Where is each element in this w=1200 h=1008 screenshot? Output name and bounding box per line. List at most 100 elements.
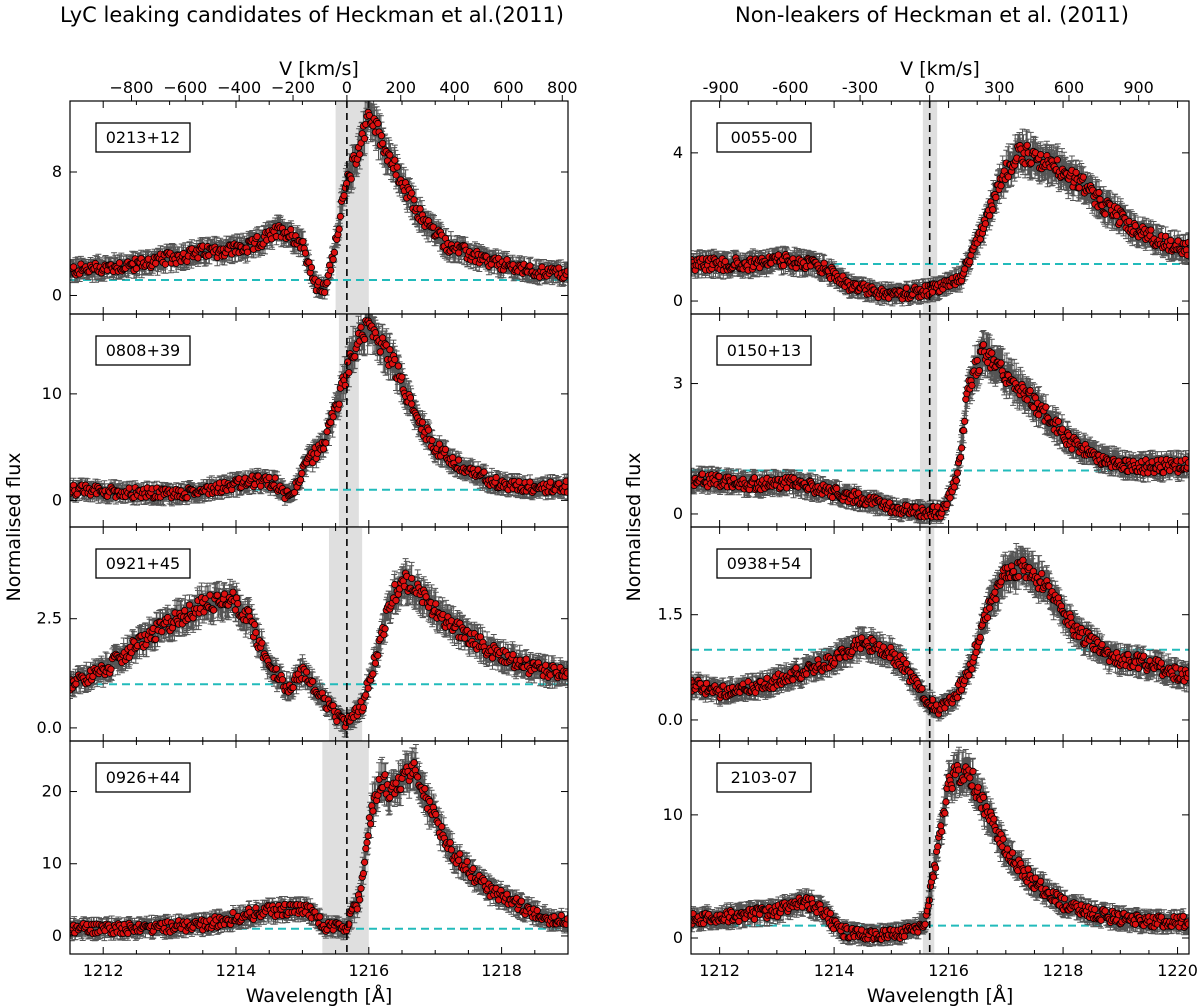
data-point xyxy=(546,478,555,486)
data-point xyxy=(950,483,958,491)
v-tick-label: 300 xyxy=(984,78,1015,97)
data-point xyxy=(937,822,945,830)
data-point xyxy=(253,233,261,241)
object-label: 2103-07 xyxy=(731,768,798,787)
data-point xyxy=(1045,582,1053,590)
data-point xyxy=(360,135,369,143)
v-tick-label: 200 xyxy=(385,78,416,97)
x-tick-label: 1216 xyxy=(348,961,389,980)
data-point xyxy=(333,717,341,725)
data-point xyxy=(356,150,364,158)
data-point xyxy=(391,156,399,164)
data-point xyxy=(347,175,355,183)
data-point xyxy=(1038,569,1046,578)
data-point xyxy=(966,258,974,266)
data-point xyxy=(392,171,400,179)
data-point xyxy=(562,477,568,485)
data-point xyxy=(992,595,1000,604)
data-point xyxy=(382,341,390,349)
left-xlabel: Wavelength [Å] xyxy=(246,984,393,1007)
object-label-box xyxy=(716,762,812,793)
data-point xyxy=(408,574,416,583)
right-title: Non-leakers of Heckman et al. (2011) xyxy=(735,3,1129,27)
data-points xyxy=(70,317,568,503)
left-velocity-label: V [km/s] xyxy=(279,58,359,80)
data-point xyxy=(1023,396,1031,404)
shaded-region xyxy=(922,741,935,954)
data-point xyxy=(210,606,218,614)
shaded-region xyxy=(919,314,938,527)
data-point xyxy=(205,251,213,259)
data-point xyxy=(265,473,273,482)
data-point xyxy=(1101,907,1109,915)
object-label: 0926+44 xyxy=(106,768,180,787)
data-points xyxy=(691,141,1189,303)
data-point xyxy=(820,259,828,267)
panel-0055-00: 0 4 -900 -600 -300 0 300 600 900 0055-00 xyxy=(673,78,1190,315)
plot-area xyxy=(691,101,1189,314)
right-velocity-label: V [km/s] xyxy=(900,58,980,80)
data-point xyxy=(972,648,980,657)
data-point xyxy=(302,668,311,676)
data-point xyxy=(421,785,429,793)
y-tick-label: 2.5 xyxy=(37,609,62,628)
data-point xyxy=(1157,659,1166,667)
object-label-box xyxy=(716,548,812,579)
data-point xyxy=(469,865,477,873)
data-point xyxy=(327,266,335,274)
data-point xyxy=(391,355,399,364)
data-point xyxy=(1023,141,1031,149)
data-point xyxy=(426,797,434,806)
data-point xyxy=(422,593,430,601)
object-label: 0055-00 xyxy=(731,128,798,147)
data-point xyxy=(961,417,969,425)
data-point xyxy=(380,631,388,639)
y-tick-label: 8 xyxy=(52,162,62,181)
data-point xyxy=(287,225,295,234)
data-point xyxy=(1067,613,1075,621)
left-ylabel: Normalised flux xyxy=(3,453,25,602)
data-point xyxy=(360,858,369,866)
plot-area xyxy=(691,314,1189,527)
data-point xyxy=(414,773,422,781)
data-point xyxy=(234,599,242,608)
shaded-region xyxy=(925,527,935,741)
data-point xyxy=(278,676,287,684)
data-point xyxy=(271,474,279,482)
data-point xyxy=(446,838,454,847)
data-point xyxy=(1075,184,1083,192)
data-point xyxy=(245,607,253,615)
data-point xyxy=(329,413,337,421)
data-point xyxy=(833,484,841,493)
v-tick-label: −600 xyxy=(163,78,207,97)
data-point xyxy=(992,193,1000,201)
x-tick-label: 1214 xyxy=(216,961,257,980)
object-label-box xyxy=(95,548,191,579)
data-point xyxy=(946,494,954,502)
data-point xyxy=(702,679,711,688)
data-point xyxy=(918,684,926,693)
data-point xyxy=(449,453,457,462)
v-tick-label: 800 xyxy=(547,78,578,97)
panel-0921+45: 0.0 2.5 0921+45 xyxy=(37,526,569,742)
data-point xyxy=(441,445,450,453)
data-point xyxy=(1183,251,1189,259)
data-point xyxy=(969,767,977,776)
data-point xyxy=(323,428,331,436)
data-point xyxy=(362,691,370,699)
panel-frame xyxy=(690,740,1190,955)
data-point xyxy=(258,639,266,647)
data-point xyxy=(1027,159,1035,167)
data-point xyxy=(1003,845,1012,853)
object-label-box xyxy=(95,762,191,793)
plot-area xyxy=(70,741,568,954)
data-point xyxy=(357,323,365,331)
data-point xyxy=(359,869,367,878)
data-point xyxy=(428,436,436,444)
y-tick-label: 10 xyxy=(42,854,62,873)
y-tick-label: 10 xyxy=(42,384,62,403)
data-point xyxy=(488,654,497,662)
y-tick-label: 0 xyxy=(673,504,683,523)
data-point xyxy=(289,683,297,692)
data-point xyxy=(365,111,373,120)
